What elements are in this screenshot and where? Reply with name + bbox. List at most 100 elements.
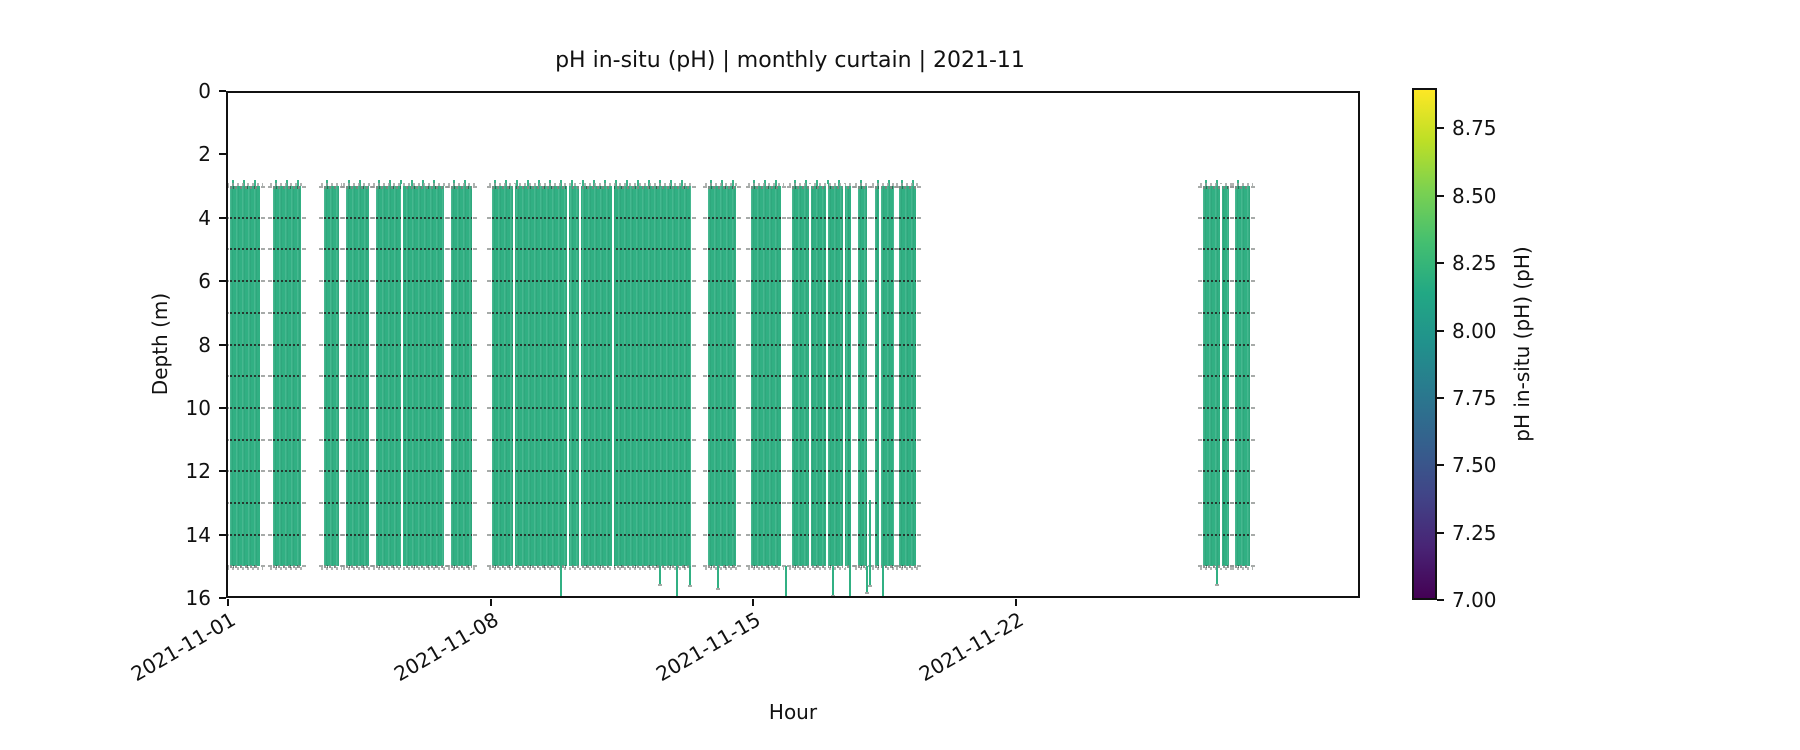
curtain-column xyxy=(702,180,742,571)
spike-tip xyxy=(658,583,663,586)
colorbar-tick xyxy=(1437,531,1444,534)
y-tick xyxy=(219,470,226,473)
curtain-column xyxy=(1229,180,1255,571)
colorbar-tick-label: 8.50 xyxy=(1452,183,1497,208)
top-speckle-line xyxy=(270,183,305,187)
sensor-depth-line xyxy=(852,280,873,283)
sensor-depth-line xyxy=(702,533,742,536)
sensor-depth-line xyxy=(371,375,449,378)
data-gap-line xyxy=(612,184,615,569)
sensor-depth-line xyxy=(371,406,449,409)
data-spike xyxy=(848,566,851,596)
sensor-depth-line xyxy=(894,311,921,314)
sensor-depth-line xyxy=(487,406,696,409)
bottom-speckle-line xyxy=(448,567,475,571)
colorbar xyxy=(1412,88,1437,600)
sensor-depth-line xyxy=(787,280,856,283)
sensor-depth-line xyxy=(371,311,449,314)
sensor-depth-line xyxy=(787,186,856,190)
spike-tip xyxy=(830,594,835,596)
sensor-depth-line xyxy=(318,280,344,283)
sensor-depth-line xyxy=(267,343,307,346)
sensor-depth-line xyxy=(1229,343,1255,346)
y-tick-label: 10 xyxy=(185,395,211,420)
spike-tip xyxy=(716,588,721,591)
sensor-depth-line xyxy=(371,470,449,473)
sensor-depth-line xyxy=(341,343,374,346)
sensor-depth-line xyxy=(318,248,344,251)
colorbar-tick xyxy=(1437,194,1444,197)
top-speckle-line xyxy=(896,183,920,187)
top-speckle-line xyxy=(1231,183,1253,187)
sensor-depth-line xyxy=(267,565,307,569)
y-tick-label: 0 xyxy=(198,79,211,103)
sensor-depth-line xyxy=(746,375,787,378)
y-tick xyxy=(219,280,226,283)
sensor-depth-line xyxy=(1229,565,1255,569)
sensor-depth-line xyxy=(267,406,307,409)
sensor-depth-line xyxy=(267,438,307,441)
sensor-depth-line xyxy=(341,216,374,219)
sensor-depth-line xyxy=(318,438,344,441)
sensor-depth-line xyxy=(446,216,477,219)
sensor-depth-line xyxy=(894,406,921,409)
sensor-depth-line xyxy=(1229,501,1255,504)
x-tick xyxy=(752,599,754,606)
data-spike xyxy=(864,566,869,594)
sensor-depth-line xyxy=(894,216,921,219)
sensor-depth-line xyxy=(746,406,787,409)
sensor-depth-line xyxy=(746,280,787,283)
x-tick-label: 2021-11-01 xyxy=(126,607,240,687)
sensor-depth-line xyxy=(787,311,856,314)
sensor-depth-line xyxy=(341,248,374,251)
sensor-depth-line xyxy=(1229,533,1255,536)
sensor-depth-line xyxy=(702,501,742,504)
sensor-depth-line xyxy=(371,533,449,536)
data-gap-line xyxy=(513,184,515,569)
top-speckle-line xyxy=(228,183,263,187)
sensor-depth-line xyxy=(487,565,696,569)
data-spike xyxy=(784,566,787,596)
bottom-speckle-line xyxy=(489,567,695,571)
sensor-depth-line xyxy=(1197,438,1235,441)
sensor-depth-line xyxy=(446,533,477,536)
sensor-depth-line xyxy=(341,438,374,441)
sensor-depth-line xyxy=(267,501,307,504)
sensor-depth-line xyxy=(267,533,307,536)
curtain-column xyxy=(371,180,449,571)
sensor-depth-line xyxy=(702,216,742,219)
sensor-depth-line xyxy=(894,186,921,190)
sensor-depth-line xyxy=(318,186,344,190)
sensor-depth-line xyxy=(228,248,265,251)
bottom-speckle-line xyxy=(373,567,447,571)
colorbar-tick xyxy=(1437,127,1444,130)
sensor-depth-line xyxy=(787,565,856,569)
sensor-depth-line xyxy=(852,216,873,219)
curtain-column xyxy=(894,180,921,571)
sensor-depth-line xyxy=(267,311,307,314)
sensor-depth-line xyxy=(787,406,856,409)
colorbar-tick xyxy=(1437,396,1444,399)
sensor-depth-line xyxy=(746,501,787,504)
sensor-depth-line xyxy=(341,375,374,378)
sensor-depth-line xyxy=(228,470,265,473)
sensor-depth-line xyxy=(746,343,787,346)
sensor-depth-line xyxy=(894,501,921,504)
sensor-depth-line xyxy=(1197,470,1235,473)
x-tick xyxy=(1014,599,1017,606)
bottom-speckle-line xyxy=(1231,567,1253,571)
y-tick xyxy=(219,406,226,409)
sensor-depth-line xyxy=(894,565,921,569)
x-tick xyxy=(227,599,229,606)
curtain-column xyxy=(341,180,374,571)
sensor-depth-line xyxy=(746,186,787,190)
sensor-depth-line xyxy=(1197,501,1235,504)
colorbar-tick-label: 7.75 xyxy=(1452,385,1497,410)
sensor-depth-line xyxy=(341,533,374,536)
spike-tip xyxy=(864,591,869,594)
data-spike xyxy=(716,566,721,591)
sensor-depth-line xyxy=(1197,375,1235,378)
colorbar-tick-label: 8.75 xyxy=(1452,116,1497,141)
sensor-depth-line xyxy=(1197,280,1235,283)
sensor-depth-line xyxy=(487,533,696,536)
